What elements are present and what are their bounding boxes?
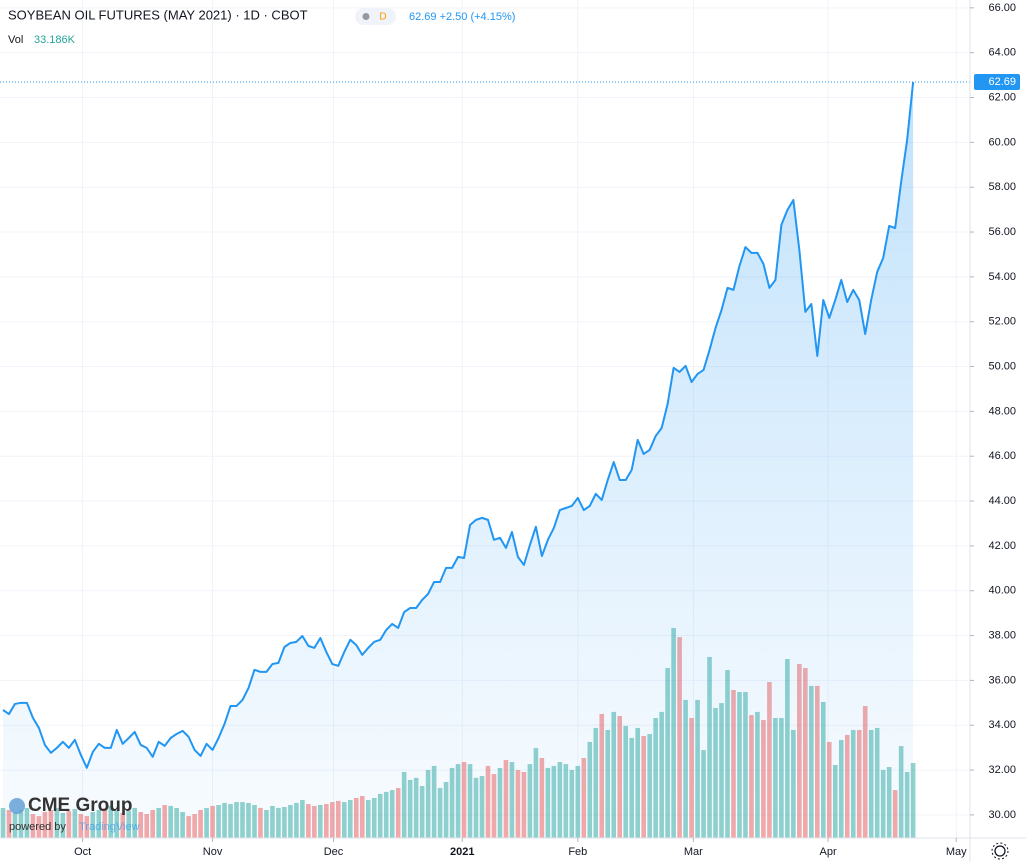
x-tick-label: Nov bbox=[203, 846, 223, 858]
badge[interactable] bbox=[355, 8, 396, 25]
y-tick-label: 50.00 bbox=[988, 360, 1016, 372]
interval-badge: D bbox=[379, 12, 386, 23]
y-tick-label: 56.00 bbox=[988, 226, 1016, 238]
plot bbox=[0, 81, 970, 839]
last-price-label: 62.69 bbox=[988, 76, 1016, 88]
y-tick-label: 52.00 bbox=[988, 316, 1016, 328]
y-tick-label: 44.00 bbox=[988, 495, 1016, 507]
area bbox=[2, 82, 914, 839]
x-tick-label: Dec bbox=[324, 846, 344, 858]
logo-platform[interactable]: TradingView bbox=[79, 821, 140, 833]
y-tick-label: 36.00 bbox=[988, 674, 1016, 686]
logo-brand: CME Group bbox=[28, 795, 133, 816]
x-tick-label: Apr bbox=[820, 846, 837, 858]
y-tick-label: 30.00 bbox=[988, 809, 1016, 821]
logo-icon bbox=[9, 798, 25, 814]
axes: 30.00 32.00 34.00 36.00 38.00 40.00 42.00 44.00… bbox=[74, 2, 1020, 858]
y-tick-label: 62.00 bbox=[988, 91, 1016, 103]
x-tick-label: Oct bbox=[74, 846, 91, 858]
x-tick-label: Mar bbox=[684, 846, 703, 858]
volume-name: Vol bbox=[8, 34, 23, 46]
y-tick-label: 34.00 bbox=[988, 719, 1016, 731]
y-tick-label: 46.00 bbox=[988, 450, 1016, 462]
y-tick-label: 54.00 bbox=[988, 271, 1016, 283]
quote: 62.69 +2.50 (+4.15%) bbox=[409, 11, 515, 23]
price-line bbox=[2, 81, 915, 769]
logo-powered: powered by bbox=[9, 821, 66, 833]
y-tick-label: 60.00 bbox=[988, 136, 1016, 148]
volume-label: 33.186K bbox=[34, 34, 76, 46]
y-tick-label: 48.00 bbox=[988, 405, 1016, 417]
y-tick-label: 64.00 bbox=[988, 47, 1016, 59]
x-tick-label: May bbox=[946, 846, 967, 858]
x-tick-label: 2021 bbox=[450, 846, 474, 858]
badge-dot bbox=[362, 13, 370, 20]
y-tick-label: 32.00 bbox=[988, 764, 1016, 776]
last-price-tag bbox=[974, 74, 1020, 91]
y-tick-label: 58.00 bbox=[988, 181, 1016, 193]
x-tick-label: Feb bbox=[568, 846, 587, 858]
settings-icon[interactable] bbox=[991, 842, 1009, 860]
y-tick-label: 42.00 bbox=[988, 540, 1016, 552]
y-tick-label: 40.00 bbox=[988, 585, 1016, 597]
y-tick-label: 38.00 bbox=[988, 629, 1016, 641]
chart-title: SOYBEAN OIL FUTURES (MAY 2021) · 1D · CB… bbox=[8, 7, 308, 22]
y-tick-label: 66.00 bbox=[988, 2, 1016, 14]
